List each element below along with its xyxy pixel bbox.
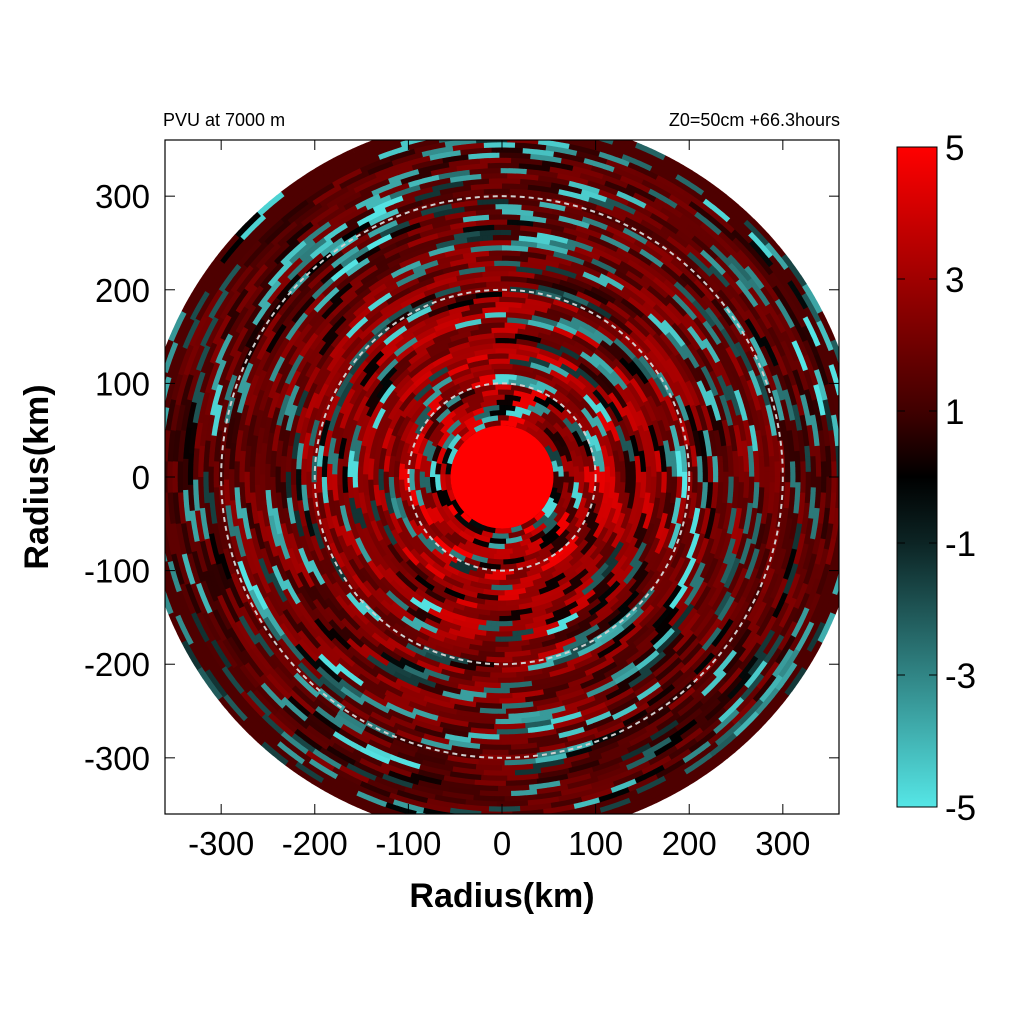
y-tick-label: -300 bbox=[84, 740, 150, 777]
y-tick-label: 300 bbox=[95, 178, 150, 215]
reference-circle bbox=[313, 288, 691, 666]
x-axis-label: Radius(km) bbox=[409, 877, 594, 915]
x-tick-label: -200 bbox=[282, 825, 348, 862]
reference-circle bbox=[220, 195, 784, 759]
colorbar-tick-label: -5 bbox=[945, 789, 976, 828]
x-tick-label: 0 bbox=[493, 825, 511, 862]
reference-circle bbox=[407, 382, 597, 572]
colorbar-tick-label: -1 bbox=[945, 525, 976, 564]
axis-ticks bbox=[165, 140, 839, 814]
y-tick-labels: 300 200 100 0 -100 -200 -300 bbox=[84, 178, 150, 777]
x-tick-labels: -300 -200 -100 0 100 200 300 bbox=[188, 825, 810, 862]
colorbar-tick-label: 3 bbox=[945, 261, 964, 300]
x-tick-label: 100 bbox=[568, 825, 623, 862]
colorbar-tick-label: 1 bbox=[945, 393, 964, 432]
colorbar-tick-label: -3 bbox=[945, 657, 976, 696]
y-tick-label: -100 bbox=[84, 553, 150, 590]
y-axis-label: Radius(km) bbox=[18, 384, 56, 569]
colorbar bbox=[896, 146, 938, 808]
x-tick-label: 300 bbox=[755, 825, 810, 862]
colorbar-ticks: 5 3 1 -1 -3 -5 bbox=[897, 129, 976, 828]
reference-circles bbox=[220, 195, 784, 759]
plot-title-left: PVU at 7000 m bbox=[163, 110, 285, 130]
x-tick-label: -300 bbox=[188, 825, 254, 862]
x-tick-label: -100 bbox=[375, 825, 441, 862]
y-tick-label: 200 bbox=[95, 272, 150, 309]
colorbar-tick-label: 5 bbox=[945, 129, 964, 168]
pv-field-heatmap bbox=[165, 140, 839, 814]
y-tick-label: 0 bbox=[132, 459, 150, 496]
y-tick-label: 100 bbox=[95, 365, 150, 402]
y-tick-label: -200 bbox=[84, 646, 150, 683]
plot-title-right: Z0=50cm +66.3hours bbox=[669, 110, 840, 130]
x-tick-label: 200 bbox=[662, 825, 717, 862]
